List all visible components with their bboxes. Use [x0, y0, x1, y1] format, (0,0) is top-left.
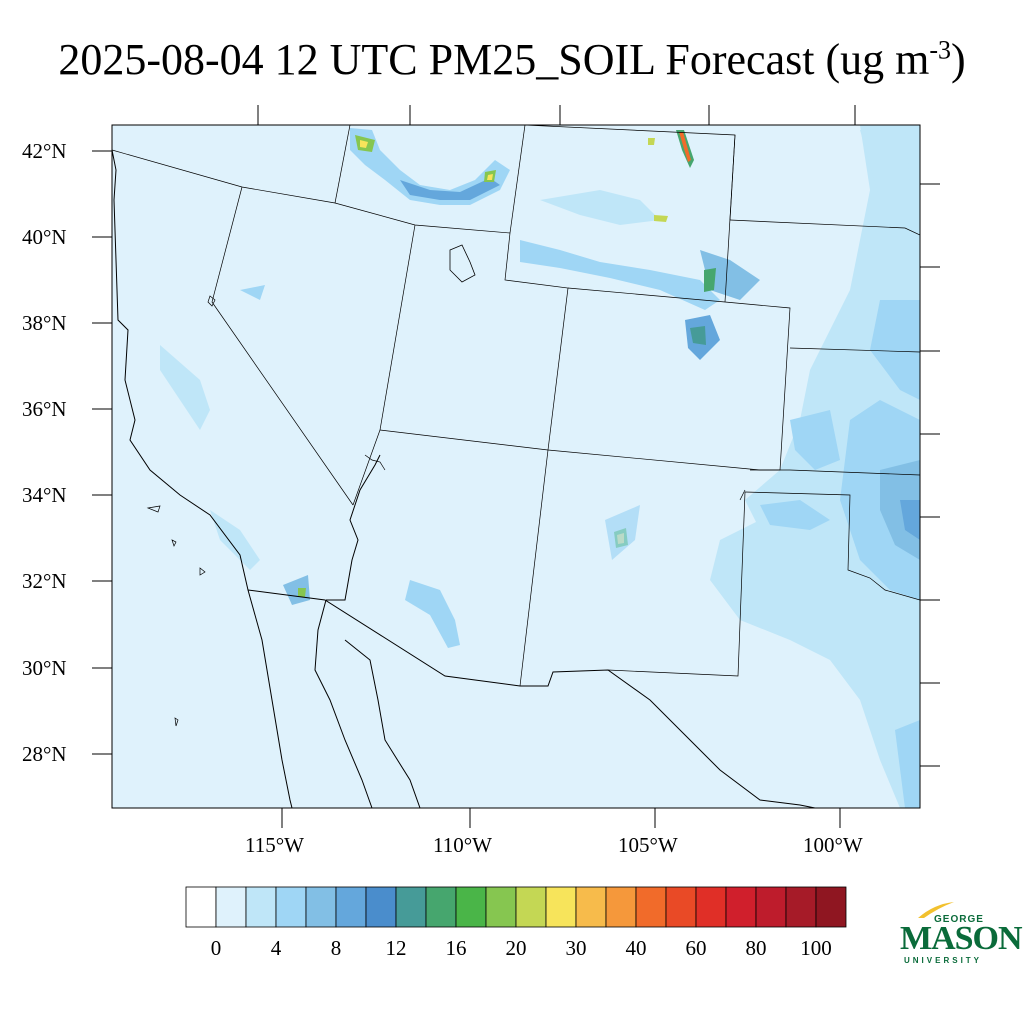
colorbar-label: 4 — [270, 936, 282, 960]
tick-marks — [92, 105, 940, 828]
colorbar-label: 0 — [210, 936, 222, 960]
lat-label-30: 30°N — [22, 656, 67, 680]
map-frame — [111, 124, 921, 809]
lat-label-38: 38°N — [22, 311, 67, 335]
lat-label-40: 40°N — [22, 225, 67, 249]
lat-label-28: 28°N — [22, 742, 67, 766]
mountain-features — [160, 128, 760, 648]
colorbar-label: 12 — [385, 936, 407, 960]
colorbar-label: 100 — [800, 936, 832, 960]
title-text: 2025-08-04 12 UTC PM25_SOIL Forecast (ug… — [58, 35, 930, 84]
logo-line-1: GEORGE — [934, 914, 984, 925]
logo-line-2: MASON — [900, 920, 1023, 957]
logo-line-3: UNIVERSITY — [904, 956, 983, 965]
lon-label-105: 105°W — [618, 833, 678, 857]
colorbar-label: 8 — [330, 936, 342, 960]
lon-label-100: 100°W — [803, 833, 863, 857]
lon-label-110: 110°W — [433, 833, 492, 857]
colorbar-label: 60 — [685, 936, 707, 960]
map-title: 2025-08-04 12 UTC PM25_SOIL Forecast (ug… — [0, 30, 1024, 90]
logo-swoosh-icon — [918, 902, 954, 918]
colorbar-label: 40 — [625, 936, 647, 960]
colorbar-label: 20 — [505, 936, 527, 960]
title-superscript: -3 — [929, 35, 951, 65]
lat-label-36: 36°N — [22, 397, 67, 421]
colorbar-label: 16 — [445, 936, 467, 960]
boundaries — [112, 125, 920, 808]
lon-label-115: 115°W — [245, 833, 304, 857]
gmu-logo: GEORGE MASON UNIVERSITY — [898, 900, 1023, 970]
colorbar-label: 80 — [745, 936, 767, 960]
concentration-fields — [710, 125, 920, 808]
lat-label-42: 42°N — [22, 139, 67, 163]
lat-label-34: 34°N — [22, 483, 67, 507]
lat-label-32: 32°N — [22, 569, 67, 593]
title-close: ) — [951, 35, 966, 84]
colorbar-label: 30 — [565, 936, 587, 960]
